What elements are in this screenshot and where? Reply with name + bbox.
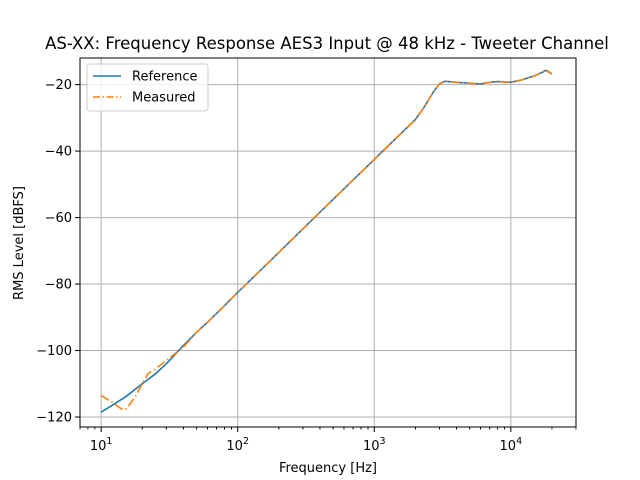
grid-lines (80, 58, 576, 427)
y-tick-label: −100 (36, 344, 72, 359)
y-tick-label: −120 (36, 411, 72, 426)
legend: Reference Measured (86, 63, 209, 112)
series-lines (100, 68, 553, 413)
plot-area-frame (79, 57, 577, 428)
x-tick-label: 101 (90, 436, 113, 454)
legend-measured-label: Measured (132, 91, 196, 106)
y-tick-label: −40 (45, 145, 72, 160)
chart-title: AS-XX: Frequency Response AES3 Input @ 4… (45, 34, 609, 53)
series-measured-line (100, 68, 553, 411)
x-axis-label: Frequency [Hz] (279, 461, 377, 476)
x-tick-label: 104 (500, 436, 523, 454)
x-tick-label: 103 (363, 436, 386, 454)
x-tick-label: 102 (226, 436, 249, 454)
y-tick-label: −80 (45, 278, 72, 293)
legend-reference-label: Reference (132, 70, 197, 85)
y-axis-label: RMS Level [dBFS] (12, 186, 27, 300)
y-tick-label: −20 (45, 78, 72, 93)
y-tick-label: −60 (45, 211, 72, 226)
axis-ticks: 101 102 103 104 −20 −40 −60 −80 −100 −120 (36, 78, 577, 454)
